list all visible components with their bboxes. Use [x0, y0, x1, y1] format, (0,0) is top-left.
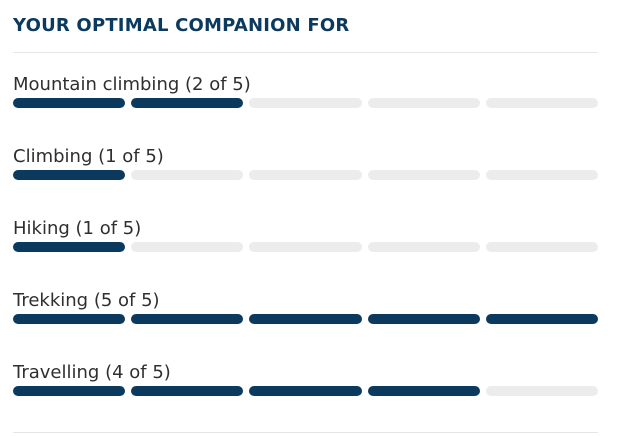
rating-segment-filled [131, 314, 244, 324]
rating-segment-empty [249, 98, 362, 108]
rating-segment-filled [13, 98, 126, 108]
rating-bar [13, 386, 599, 396]
section-heading: YOUR OPTIMAL COMPANION FOR [13, 15, 350, 36]
rating-bar [13, 170, 599, 180]
rating-segment-filled [13, 242, 126, 252]
rating-segment-empty [249, 170, 362, 180]
rating-segment-empty [367, 242, 480, 252]
activity-label: Mountain climbing (2 of 5) [13, 74, 251, 95]
activity-travelling: Travelling (4 of 5) [13, 361, 599, 433]
rating-segment-empty [485, 170, 599, 180]
rating-segment-filled [249, 314, 362, 324]
activity-label: Hiking (1 of 5) [13, 218, 142, 239]
rating-segment-empty [367, 98, 480, 108]
activity-climbing: Climbing (1 of 5) [13, 145, 599, 217]
rating-segment-filled [485, 314, 599, 324]
rating-segment-empty [131, 242, 244, 252]
rating-segment-filled [131, 386, 244, 396]
rating-segment-filled [131, 98, 244, 108]
rating-bar [13, 98, 599, 108]
top-divider [13, 52, 598, 53]
rating-segment-filled [13, 170, 126, 180]
rating-segment-empty [367, 170, 480, 180]
rating-segment-filled [13, 386, 126, 396]
activity-mountain-climbing: Mountain climbing (2 of 5) [13, 73, 599, 145]
activity-label: Trekking (5 of 5) [13, 290, 160, 311]
activity-hiking: Hiking (1 of 5) [13, 217, 599, 289]
activity-trekking: Trekking (5 of 5) [13, 289, 599, 361]
activity-label: Travelling (4 of 5) [13, 362, 171, 383]
rating-segment-empty [485, 98, 599, 108]
rating-bar [13, 314, 599, 324]
activity-list: Mountain climbing (2 of 5) Climbing (1 o… [13, 73, 599, 433]
rating-segment-filled [367, 386, 480, 396]
rating-bar [13, 242, 599, 252]
rating-segment-filled [249, 386, 362, 396]
rating-segment-filled [13, 314, 126, 324]
rating-segment-filled [367, 314, 480, 324]
activity-label: Climbing (1 of 5) [13, 146, 164, 167]
companion-panel: YOUR OPTIMAL COMPANION FOR Mountain clim… [13, 0, 599, 433]
rating-segment-empty [249, 242, 362, 252]
bottom-divider [13, 432, 598, 433]
rating-segment-empty [131, 170, 244, 180]
rating-segment-empty [485, 386, 599, 396]
rating-segment-empty [485, 242, 599, 252]
